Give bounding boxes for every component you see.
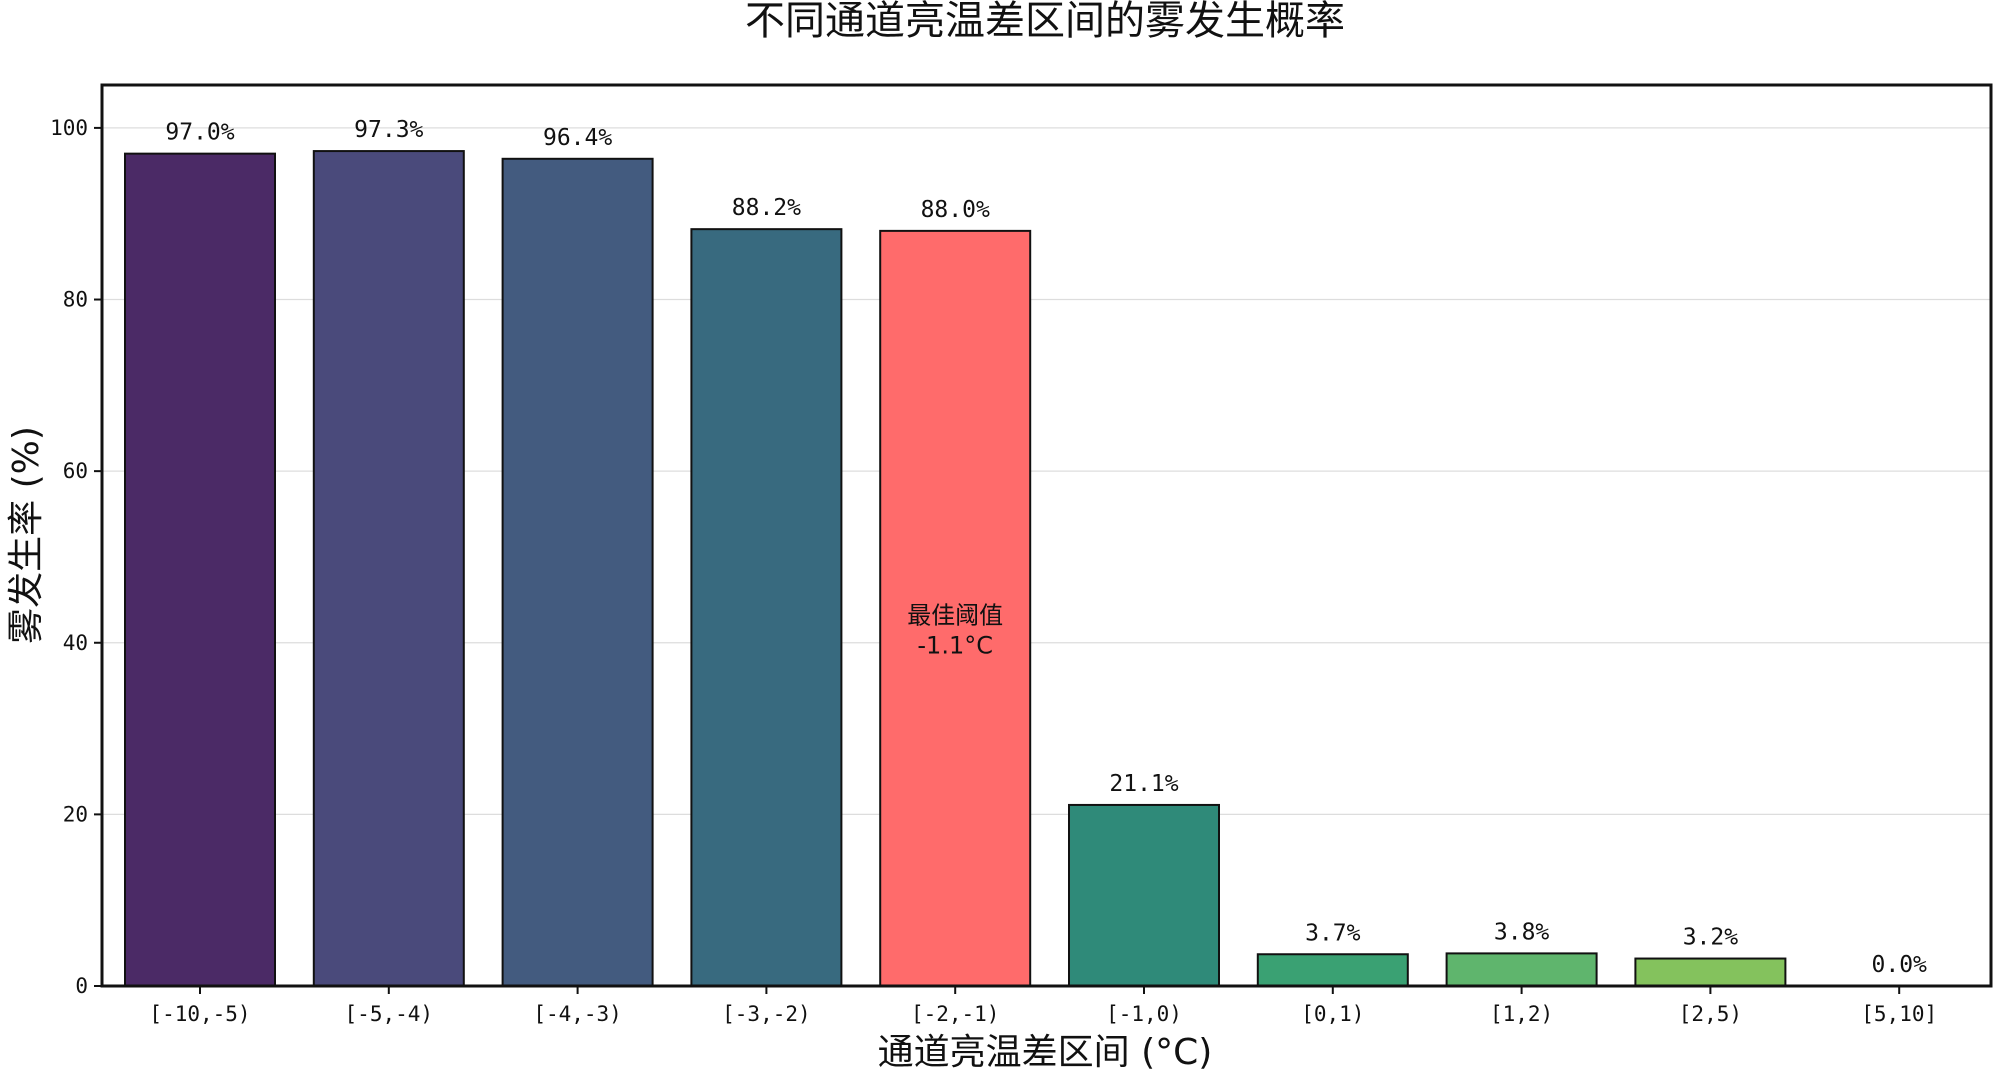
bar-0 [124, 152, 276, 987]
value-label-4: 88.0% [921, 197, 990, 223]
bar-7 [1445, 952, 1598, 988]
x-tick-label-9: [5,10] [1861, 1002, 1937, 1026]
value-label-6: 3.7% [1305, 920, 1361, 946]
x-tick-label-4: [-2,-1) [911, 1002, 1000, 1026]
y-tick-label-60: 60 [63, 459, 88, 483]
value-label-5: 21.1% [1109, 771, 1178, 797]
x-axis-ticks: [-10,-5) [-5,-4) [-4,-3) [-3,-2) [-2,-1) [-1,… [149, 986, 1937, 1026]
x-tick-label-0: [-10,-5) [149, 1002, 250, 1026]
bar-5 [1068, 803, 1220, 987]
y-tick-label-80: 80 [63, 288, 88, 312]
x-tick-label-7: [1,2) [1490, 1002, 1553, 1026]
value-label-0: 97.0% [165, 120, 234, 146]
threshold-annotation: 最佳阈值-1.1°C [907, 601, 1003, 659]
y-axis-label: 雾发生率 (%) [6, 426, 47, 644]
value-label-2: 96.4% [543, 125, 612, 151]
y-tick-label-40: 40 [63, 631, 88, 655]
y-tick-label-20: 20 [63, 802, 88, 826]
x-tick-label-6: [0,1) [1301, 1002, 1364, 1026]
value-label-7: 3.8% [1494, 919, 1550, 945]
x-axis-label: 通道亮温差区间 (°C) [878, 1032, 1213, 1070]
x-tick-label-5: [-1,0) [1106, 1002, 1182, 1026]
x-tick-label-2: [-4,-3) [533, 1002, 622, 1026]
bar-6 [1256, 953, 1409, 988]
value-label-8: 3.2% [1683, 925, 1739, 951]
bar-8 [1634, 957, 1787, 988]
x-tick-label-1: [-5,-4) [345, 1002, 434, 1026]
bars [124, 150, 1787, 988]
bar-1 [312, 150, 465, 988]
bar-4 [879, 229, 1032, 987]
y-axis-ticks: 0 20 40 60 80 100 [50, 116, 102, 998]
plot-frame [100, 83, 1993, 988]
value-label-1: 97.3% [354, 117, 423, 143]
value-label-9: 0.0% [1872, 952, 1928, 978]
value-label-3: 88.2% [732, 195, 801, 221]
chart-title: 不同通道亮温差区间的雾发生概率 [745, 0, 1345, 44]
y-tick-label-0: 0 [75, 974, 88, 998]
annotation-text: 最佳阈值-1.1°C [907, 601, 1003, 659]
bar-2 [501, 157, 654, 987]
bar-3 [690, 228, 843, 988]
x-tick-label-3: [-3,-2) [722, 1002, 811, 1026]
annotation-line-1: -1.1°C [917, 631, 993, 659]
y-tick-label-100: 100 [50, 116, 88, 140]
annotation-line-0: 最佳阈值 [907, 601, 1003, 629]
x-tick-label-8: [2,5) [1679, 1002, 1742, 1026]
value-labels: 97.0% 97.3% 96.4% 88.2% 88.0% 21.1% 3.7% 3.8% 3.… [165, 117, 1927, 978]
